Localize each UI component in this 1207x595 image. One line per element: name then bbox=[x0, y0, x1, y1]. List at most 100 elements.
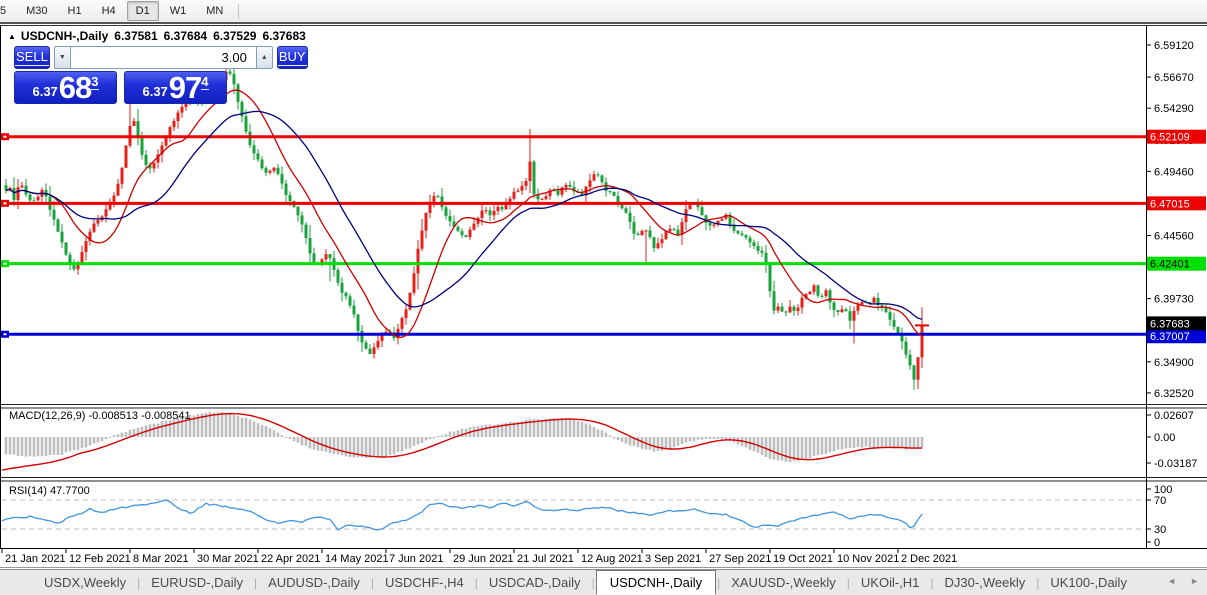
svg-text:0.00: 0.00 bbox=[1154, 432, 1175, 444]
svg-text:6.39730: 6.39730 bbox=[1154, 294, 1194, 306]
tab-separator: | bbox=[930, 575, 934, 590]
toolbar-separator bbox=[238, 3, 240, 19]
rsi-line bbox=[1, 499, 923, 531]
svg-text:6.37683: 6.37683 bbox=[1150, 318, 1190, 330]
tab-ukoil-h1[interactable]: UKOil-,H1 bbox=[860, 575, 920, 590]
tab-audusd-daily[interactable]: AUDUSD-,Daily bbox=[268, 575, 360, 590]
svg-text:19 Oct 2021: 19 Oct 2021 bbox=[773, 553, 833, 565]
tab-separator: | bbox=[370, 575, 374, 590]
svg-text:70: 70 bbox=[1154, 495, 1166, 507]
symbol-title: USDCNH-,Daily bbox=[20, 29, 109, 43]
tab-scroll-left-icon[interactable]: ◄ bbox=[1167, 576, 1177, 586]
timeframe-button-5[interactable]: 5 bbox=[0, 5, 7, 17]
tab-usdcad-daily[interactable]: USDCAD-,Daily bbox=[488, 575, 581, 590]
ohlc-close: 6.37683 bbox=[262, 29, 306, 43]
tab-separator: | bbox=[253, 575, 258, 590]
symbol-tab-bar: USDX,Weekly | EURUSD-,Daily | AUDUSD-,Daily |… bbox=[0, 569, 1207, 595]
macd-pane-label: MACD(12,26,9) -0.008513 -0.008541 bbox=[9, 410, 191, 422]
spinner-up-icon: ▲ bbox=[260, 54, 268, 61]
svg-text:30: 30 bbox=[1154, 524, 1166, 536]
macd-pane bbox=[1, 412, 924, 471]
buy-price-box[interactable]: 6.37 97 4 bbox=[124, 71, 227, 104]
svg-text:2 Dec 2021: 2 Dec 2021 bbox=[901, 553, 957, 565]
svg-text:3 Sep 2021: 3 Sep 2021 bbox=[645, 553, 701, 565]
tab-separator: | bbox=[591, 575, 595, 590]
buy-button[interactable]: BUY bbox=[276, 46, 308, 69]
buy-price-big: 97 bbox=[168, 70, 202, 105]
timeframe-toolbar: 5 M30 H1 H4 D1 W1 MN bbox=[0, 0, 1207, 24]
buy-button-label: BUY bbox=[277, 49, 307, 66]
svg-text:100: 100 bbox=[1154, 484, 1172, 496]
timeframe-button-m30[interactable]: M30 bbox=[26, 5, 48, 17]
spinner-down-icon: ▼ bbox=[58, 54, 66, 61]
svg-text:6.37007: 6.37007 bbox=[1150, 331, 1190, 343]
sell-button-label: SELL bbox=[15, 49, 49, 66]
svg-text:6.44560: 6.44560 bbox=[1154, 230, 1194, 242]
svg-text:6.59120: 6.59120 bbox=[1154, 40, 1194, 52]
svg-text:6.42401: 6.42401 bbox=[1150, 259, 1190, 271]
tab-usdcnh-daily[interactable]: USDCNH-,Daily bbox=[595, 569, 717, 595]
price-tag-6.52109: 6.52109 bbox=[1147, 129, 1206, 144]
tab-scroll-buttons: ◄ ► bbox=[1167, 576, 1199, 586]
svg-text:6.56670: 6.56670 bbox=[1154, 72, 1194, 84]
moving-average-ma-slow bbox=[5, 110, 923, 320]
svg-text:6.52109: 6.52109 bbox=[1150, 132, 1190, 144]
rsi-pane bbox=[1, 499, 1146, 531]
horizontal-lines-layer bbox=[1, 133, 1146, 338]
collapse-panel-icon[interactable]: ▲ bbox=[8, 31, 16, 41]
svg-text:14 May 2021: 14 May 2021 bbox=[325, 553, 389, 565]
price-tag-6.47015: 6.47015 bbox=[1147, 196, 1206, 211]
tab-separator: | bbox=[137, 575, 141, 590]
tab-usdchf-h4[interactable]: USDCHF-,H4 bbox=[384, 575, 464, 590]
tab-separator: | bbox=[1036, 575, 1040, 590]
tab-scroll-right-icon[interactable]: ► bbox=[1190, 576, 1199, 586]
tab-usdx-weekly[interactable]: USDX,Weekly bbox=[44, 575, 127, 590]
timeframe-button-w1[interactable]: W1 bbox=[169, 5, 187, 17]
svg-text:27 Sep 2021: 27 Sep 2021 bbox=[709, 553, 771, 565]
macd-values: -0.008513 -0.008541 bbox=[88, 410, 191, 422]
volume-decrease-button[interactable]: ▼ bbox=[53, 46, 71, 69]
timeframe-button-mn[interactable]: MN bbox=[206, 5, 224, 17]
timeframe-button-h1[interactable]: H1 bbox=[67, 5, 82, 17]
tab-dj30-weekly[interactable]: DJ30-,Weekly bbox=[944, 575, 1026, 590]
timeframe-button-h4[interactable]: H4 bbox=[101, 5, 116, 17]
svg-text:10 Nov 2021: 10 Nov 2021 bbox=[837, 553, 899, 565]
buy-price-pipette: 4 bbox=[201, 74, 209, 90]
tab-separator: | bbox=[846, 575, 850, 590]
svg-text:6.47015: 6.47015 bbox=[1150, 198, 1190, 210]
svg-text:6.49460: 6.49460 bbox=[1154, 166, 1194, 178]
date-axis[interactable]: 21 Jan 2021 12 Feb 2021 8 Mar 2021 30 Mar 2… bbox=[1, 548, 957, 566]
price-tag-6.37007: 6.37007 bbox=[1147, 329, 1206, 344]
sell-price-pipette: 3 bbox=[91, 74, 99, 90]
svg-text:-0.03187: -0.03187 bbox=[1154, 458, 1197, 470]
sell-price-prefix: 6.37 bbox=[32, 84, 58, 99]
sell-price-box[interactable]: 6.37 68 3 bbox=[14, 71, 117, 104]
price-axis[interactable]: 6.591206.566706.542906.518406.494606.470… bbox=[1146, 40, 1206, 549]
buy-price-prefix: 6.37 bbox=[142, 84, 168, 99]
macd-signal-line bbox=[1, 412, 922, 471]
svg-text:22 Apr 2021: 22 Apr 2021 bbox=[261, 553, 320, 565]
current-price-tag: 6.37683 bbox=[1147, 316, 1206, 331]
volume-input[interactable] bbox=[70, 46, 256, 69]
svg-text:0.02607: 0.02607 bbox=[1154, 410, 1194, 422]
svg-text:7 Jun 2021: 7 Jun 2021 bbox=[389, 553, 443, 565]
rsi-pane-label: RSI(14) 47.7700 bbox=[9, 485, 90, 497]
tab-xauusd-weekly[interactable]: XAUUSD-,Weekly bbox=[731, 575, 836, 590]
sell-button[interactable]: SELL bbox=[14, 46, 50, 69]
svg-text:21 Jan 2021: 21 Jan 2021 bbox=[5, 553, 66, 565]
macd-name: MACD(12,26,9) bbox=[9, 410, 86, 422]
pane-borders bbox=[0, 25, 1207, 568]
timeframe-button-d1[interactable]: D1 bbox=[126, 1, 159, 21]
one-click-trade-panel: SELL ▼ ▲ BUY 6.37 68 3 6.37 97 4 bbox=[14, 46, 308, 104]
sell-price-big: 68 bbox=[58, 70, 92, 105]
tab-separator: | bbox=[474, 575, 478, 590]
tab-strip: USDX,Weekly | EURUSD-,Daily | AUDUSD-,Daily |… bbox=[34, 569, 1137, 595]
tab-eurusd-daily[interactable]: EURUSD-,Daily bbox=[151, 575, 243, 590]
tab-uk100-daily[interactable]: UK100-,Daily bbox=[1050, 575, 1127, 590]
volume-increase-button[interactable]: ▲ bbox=[255, 46, 273, 69]
svg-text:21 Jul 2021: 21 Jul 2021 bbox=[517, 553, 574, 565]
moving-average-ma-fast bbox=[5, 89, 923, 338]
svg-text:0: 0 bbox=[1154, 537, 1160, 549]
